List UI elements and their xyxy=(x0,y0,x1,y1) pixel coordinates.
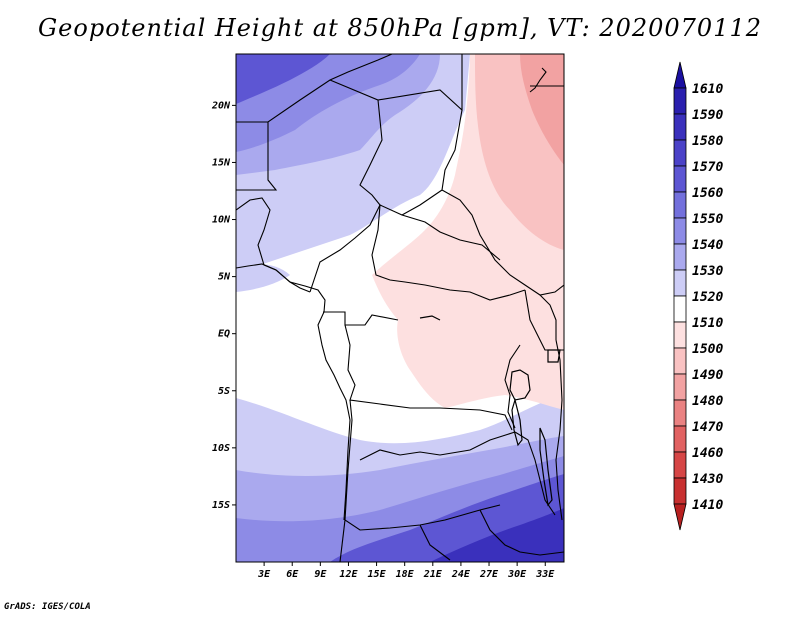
colorbar-segment xyxy=(673,477,687,505)
colorbar-label: 1410 xyxy=(692,498,723,513)
lat-tick-label: 10N xyxy=(212,215,231,226)
colorbar-segment xyxy=(673,321,687,349)
colorbar-segment xyxy=(673,217,687,245)
colorbar-segment xyxy=(673,347,687,375)
colorbar-segment xyxy=(673,87,687,115)
lon-tick-label: 33E xyxy=(535,569,555,580)
colorbar-label: 1610 xyxy=(692,82,723,97)
colorbar-label: 1500 xyxy=(692,342,723,357)
colorbar-label: 1570 xyxy=(692,160,723,175)
map-panel: 3E 6E 9E 12E 15E 18E 21E 24E 27E 30E 33E 20N 15N 10N 5… xyxy=(211,53,565,580)
colorbar-top-arrow xyxy=(673,61,687,89)
lon-tick-label: 15E xyxy=(368,569,387,580)
colorbar-label: 1560 xyxy=(692,186,723,201)
field-zone-deep-blue-southeast xyxy=(430,508,564,562)
colorbar-label: 1590 xyxy=(692,108,723,123)
lon-tick-label: 27E xyxy=(479,569,499,580)
colorbar-label: 1460 xyxy=(692,446,723,461)
field-zone-mid-red-northeast xyxy=(520,54,564,165)
lat-tick-label: 15S xyxy=(212,500,230,511)
map-axes: 3E 6E 9E 12E 15E 18E 21E 24E 27E 30E 33E 20N 15N 10N 5… xyxy=(211,100,555,580)
colorbar-label: 1430 xyxy=(692,472,723,487)
colorbar-label: 1470 xyxy=(692,420,723,435)
colorbar-label: 1580 xyxy=(692,134,723,149)
lat-tick-label: 5N xyxy=(218,272,231,283)
lon-tick-label: 12E xyxy=(339,569,358,580)
height-field xyxy=(236,54,564,562)
lon-tick-label: 18E xyxy=(396,569,415,580)
field-zone-blue-north xyxy=(236,54,330,104)
colorbar-label: 1480 xyxy=(692,394,723,409)
lat-tick-label: EQ xyxy=(218,329,230,340)
lon-tick-label: 3E xyxy=(257,569,271,580)
coastline xyxy=(236,67,563,521)
lon-tick-label: 24E xyxy=(451,569,471,580)
colorbar-segment xyxy=(673,165,687,193)
colorbar-segment xyxy=(673,451,687,479)
country-borders xyxy=(236,54,564,562)
lat-tick-label: 15N xyxy=(212,157,231,168)
lon-tick-label: 9E xyxy=(314,569,327,580)
lat-tick-label: 20N xyxy=(211,100,231,111)
colorbar-segment xyxy=(673,269,687,297)
lon-tick-label: 21E xyxy=(423,569,443,580)
colorbar-segment xyxy=(673,373,687,401)
lat-tick-label: 10S xyxy=(212,443,230,454)
lon-tick-label: 6E xyxy=(286,569,299,580)
colorbar-segment xyxy=(673,113,687,141)
colorbar-label: 1530 xyxy=(692,264,723,279)
colorbar-segment xyxy=(673,399,687,427)
colorbar-segment xyxy=(673,139,687,167)
colorbar-segment xyxy=(673,425,687,453)
colorbar-label: 1520 xyxy=(692,290,723,305)
lakes xyxy=(419,315,561,507)
lon-tick-label: 30E xyxy=(507,569,527,580)
colorbar-label: 1550 xyxy=(692,212,723,227)
colorbar-segment xyxy=(673,295,687,323)
map-title: Geopotential Height at 850hPa [gpm], VT:… xyxy=(38,14,762,42)
colorbar-label: 1540 xyxy=(692,238,723,253)
map-frame xyxy=(235,53,565,563)
colorbar-bottom-arrow xyxy=(673,503,687,531)
lat-tick-label: 5S xyxy=(218,386,230,397)
colorbar-segment xyxy=(673,243,687,271)
software-credit: GrADS: IGES/COLA xyxy=(4,602,91,612)
colorbar-label: 1510 xyxy=(692,316,723,331)
colorbar-segment xyxy=(673,191,687,219)
colorbar: 1610 1590 1580 1570 1560 1550 1540 1530 1520 1510… xyxy=(673,61,723,531)
colorbar-label: 1490 xyxy=(692,368,723,383)
